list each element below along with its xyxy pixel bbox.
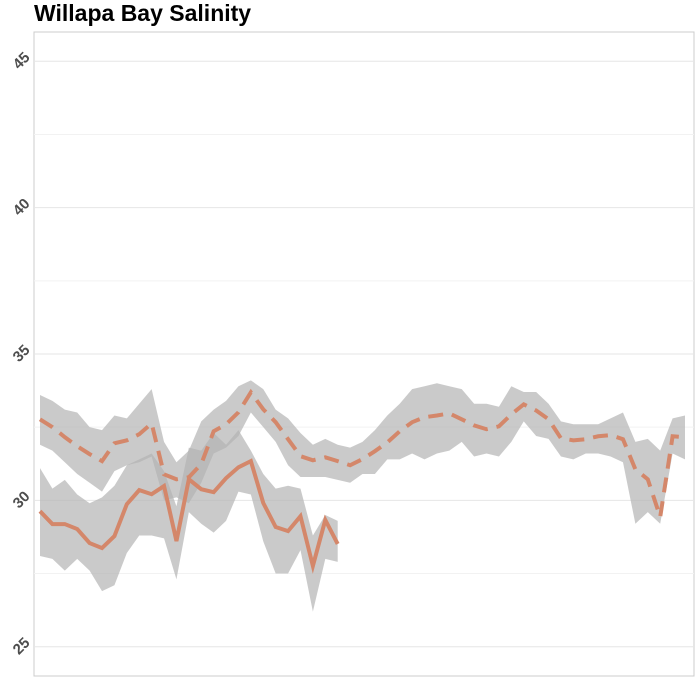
y-tick-label: 35 (10, 342, 34, 366)
confidence-band (40, 380, 685, 524)
confidence-band (40, 430, 338, 612)
y-tick-label: 45 (10, 49, 34, 73)
y-tick-label: 30 (10, 488, 34, 512)
line (38, 388, 686, 518)
line (38, 458, 340, 574)
y-tick-label: 25 (10, 634, 34, 658)
y-tick-label: 40 (10, 195, 34, 219)
chart-title: Willapa Bay Salinity (34, 0, 251, 26)
